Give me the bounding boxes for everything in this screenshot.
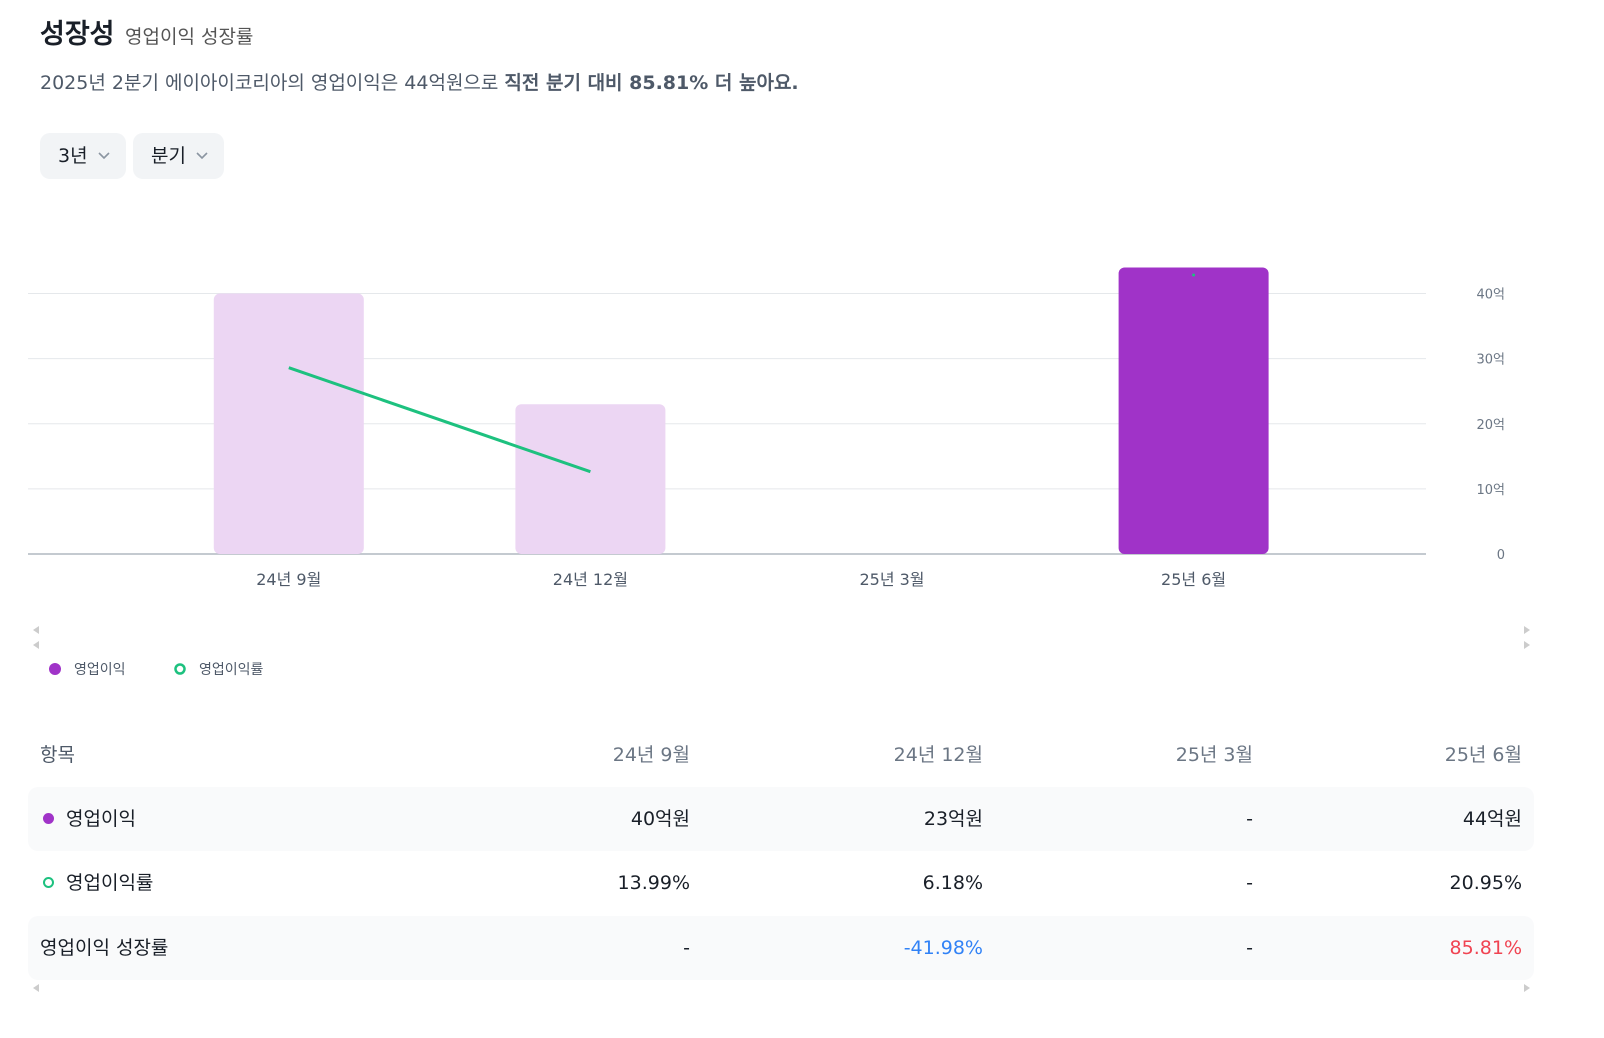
table-cell: -41.98% bbox=[903, 937, 983, 959]
summary: 2025년 2분기 에이아이코리아의 영업이익은 44억원으로 직전 분기 대비… bbox=[40, 68, 799, 95]
summary-bold: 직전 분기 대비 85.81% 더 높아요. bbox=[504, 72, 799, 94]
chart: 0 10억 20억 30억 40억 24년 9월 24년 12월 25년 3월 25년 6월영업… bbox=[28, 267, 1530, 678]
line bbox=[288, 366, 591, 474]
x-tick-label: 25년 3월 bbox=[859, 570, 924, 589]
y-tick-label: 0 bbox=[1497, 548, 1505, 563]
table-header: 25년 6월 bbox=[1444, 744, 1522, 766]
table-cell: 85.81% bbox=[1449, 937, 1522, 959]
x-tick-label: 24년 12월 bbox=[553, 570, 628, 589]
row-background bbox=[28, 916, 1534, 980]
row-marker bbox=[43, 813, 54, 824]
legend-label: 영업이익 bbox=[74, 662, 126, 678]
dropdown-label: 3년 bbox=[58, 145, 88, 167]
table-cell: - bbox=[1246, 937, 1253, 959]
summary-text: 2025년 2분기 에이아이코리아의 영업이익은 44억원으로 bbox=[40, 72, 505, 94]
period-dropdown[interactable]: 3년 bbox=[40, 133, 126, 179]
table-cell: 13.99% bbox=[617, 872, 690, 894]
table-header: 25년 3월 bbox=[1175, 744, 1253, 766]
dropdown-label: 분기 bbox=[151, 145, 186, 167]
table-header: 항목 bbox=[40, 744, 75, 766]
x-tick-label: 24년 9월 bbox=[256, 570, 321, 589]
table-header: 24년 12월 bbox=[893, 744, 983, 766]
table-cell: 40억원 bbox=[630, 808, 690, 830]
table-cell: - bbox=[683, 937, 690, 959]
table-cell: - bbox=[1246, 808, 1253, 830]
table-cell: 20.95% bbox=[1449, 872, 1522, 894]
legend-marker bbox=[49, 663, 61, 675]
row-background bbox=[28, 787, 1534, 851]
y-tick-label: 20억 bbox=[1476, 418, 1505, 433]
row-label: 영업이익 성장률 bbox=[40, 937, 169, 959]
legend-label: 영업이익률 bbox=[199, 662, 264, 678]
row-label: 영업이익 bbox=[66, 808, 136, 830]
bar bbox=[213, 293, 364, 554]
legend-marker bbox=[174, 663, 186, 675]
chevron bbox=[98, 152, 110, 160]
chevron bbox=[196, 152, 208, 160]
table-header: 24년 9월 bbox=[612, 744, 690, 766]
section-subtitle: 영업이익 성장률 bbox=[125, 26, 254, 48]
y-tick-label: 10억 bbox=[1476, 483, 1505, 498]
x-tick-label: 25년 6월 bbox=[1161, 570, 1226, 589]
table-cell: 23억원 bbox=[923, 808, 983, 830]
bar bbox=[515, 404, 666, 554]
y-tick-label: 40억 bbox=[1476, 288, 1505, 303]
row-marker bbox=[43, 877, 54, 888]
section-title: 성장성 bbox=[40, 19, 115, 50]
y-tick-label: 30억 bbox=[1476, 353, 1505, 368]
row-label: 영업이익률 bbox=[66, 872, 154, 894]
table-cell: 44억원 bbox=[1462, 808, 1522, 830]
interval-dropdown[interactable]: 분기 bbox=[133, 133, 224, 179]
table-cell: - bbox=[1246, 872, 1253, 894]
line-point bbox=[1192, 273, 1196, 277]
bar bbox=[1118, 267, 1269, 554]
table-cell: 6.18% bbox=[922, 872, 983, 894]
